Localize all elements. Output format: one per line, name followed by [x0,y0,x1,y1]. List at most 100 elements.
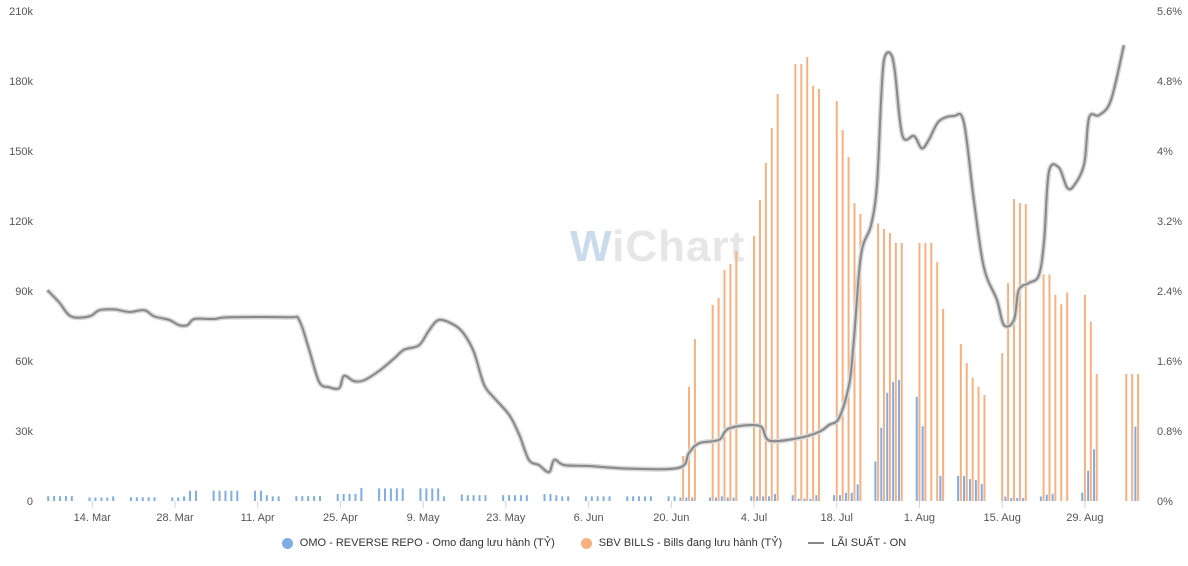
omo-bar [685,497,688,501]
sbv-bills-bar [959,343,962,501]
x-tick-label: 15. Aug [984,512,1021,524]
sbv-bills-bar [764,162,767,501]
omo-bar [100,497,103,501]
sbv-bills-bar [883,228,886,501]
legend-omo[interactable]: OMO - REVERSE REPO - Omo đang lưu hành (… [281,537,555,549]
omo-bar [886,392,889,501]
omo-bar [389,488,392,501]
omo-bar [643,496,646,501]
sbv-bills-bar [753,235,756,501]
sbv-bills-bar [877,223,880,502]
omo-bar [64,496,67,501]
omo-bar [584,496,587,501]
omo-bar [856,484,859,501]
x-tick-label: 25. Apr [323,512,358,524]
omo-bar [1016,497,1019,501]
omo-bar [590,496,593,501]
legend-lai-suat[interactable]: LÃI SUẤT - ON [808,537,906,549]
omo-bar [431,488,434,501]
y-left-tick-label: 0 [27,496,33,508]
omo-bar [425,488,428,501]
y-right-tick-label: 0.8% [1157,426,1182,438]
omo-bar [360,487,363,501]
omo-bar [519,495,522,501]
chart: 0 30k 60k 90k 120k 150k 180k 210k 0% 0.8% 1.6% 2.4%… [9,6,1182,524]
omo-bar [691,497,694,501]
omo-dot-icon [281,537,293,549]
omo-bar [502,495,505,501]
omo-bar [768,496,771,501]
sbv-bills-bar [900,242,903,501]
sbv-bills-bar [770,127,773,502]
omo-bar [974,480,977,501]
omo-bar [1022,497,1025,501]
sbv-bills-bar [1001,353,1004,501]
sbv-bills-bar [1042,274,1045,501]
x-tick-label: 28. Mar [156,512,194,524]
omo-bar [921,426,924,501]
y-right-tick-label: 5.6% [1157,6,1182,18]
omo-bar [348,494,351,501]
sbv-bills-bar [1089,321,1092,501]
sbv-bills-bar [1060,304,1063,501]
omo-bar [189,490,192,501]
sbv-bills-bar [688,386,691,501]
omo-bar [555,495,558,501]
x-tick-label: 20. Jun [653,512,689,524]
omo-bar [1087,470,1090,501]
sbv-bills-bar [1131,374,1134,501]
omo-bar [561,496,564,501]
x-tick-label: 4. Jul [741,512,767,524]
omo-bar [153,497,156,501]
omo-bar [679,497,682,501]
omo-bar [915,396,918,501]
sbv-dot-icon [580,537,592,549]
sbv-bills-bar [735,251,738,501]
omo-bar [726,497,729,501]
omo-bar [106,497,109,501]
omo-bar [460,494,463,501]
legend-sbv-bills[interactable]: SBV BILLS - Bills đang lưu hành (TỶ) [580,537,782,549]
omo-bar [383,488,386,501]
omo-bar [874,461,877,501]
x-tick-label: 14. Mar [74,512,112,524]
omo-bar [803,498,806,501]
omo-bar [1081,492,1084,501]
omo-bar [313,496,316,501]
sbv-bills-bar [1054,294,1057,501]
omo-bar [708,497,711,501]
sbv-bills-bar [1137,374,1140,501]
omo-bar [1045,494,1048,501]
x-tick-label: 6. Jun [574,512,604,524]
omo-bar [626,496,629,501]
lai-suat-line-shadow [45,44,1127,475]
omo-bar [135,497,138,501]
y-right-tick-label: 1.6% [1157,356,1182,368]
omo-bar [265,495,268,501]
sbv-bills-bar [800,63,803,501]
omo-bar [171,497,174,501]
omo-bar [673,496,676,501]
omo-bar [1010,497,1013,501]
omo-bar [395,488,398,501]
omo-bar [939,475,942,501]
wichart-watermark: WiChart [570,222,746,271]
omo-bar [1051,493,1054,501]
legend-lai-suat-label: LÃI SUẤT - ON [831,537,907,549]
omo-bar [714,497,717,501]
sbv-bills-bar [971,377,974,501]
sbv-bills-bar [942,308,945,501]
omo-bar [437,488,440,501]
omo-bar [218,490,221,501]
sbv-bills-bar [1013,199,1016,502]
y-left-tick-label: 30k [15,426,33,438]
x-tick-label: 9. May [407,512,441,524]
omo-bar [259,490,262,501]
omo-bar [844,492,847,501]
sbv-bills-bar [888,232,891,501]
sbv-bills-bar [682,455,685,501]
sbv-bills-bar [1125,374,1128,501]
sbv-bills-bar [924,242,927,501]
omo-bar [838,495,841,501]
y-left-tick-label: 90k [15,286,33,298]
